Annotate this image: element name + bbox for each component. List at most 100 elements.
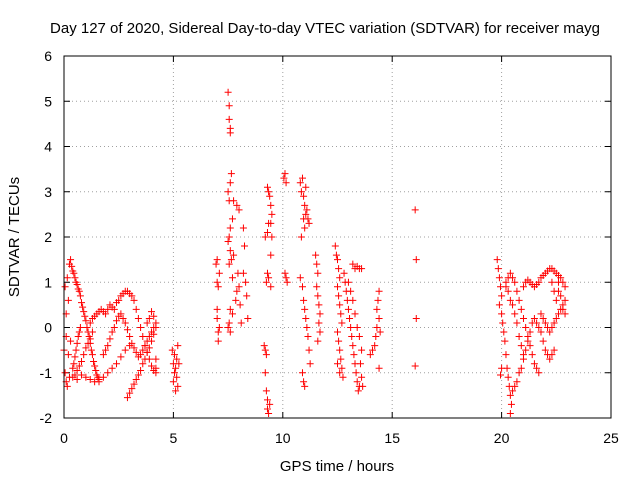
data-point bbox=[113, 317, 121, 325]
data-point bbox=[494, 265, 502, 273]
data-point bbox=[236, 301, 244, 309]
data-point bbox=[80, 308, 88, 316]
data-point bbox=[331, 242, 339, 250]
data-point bbox=[226, 179, 234, 187]
x-tick-label: 5 bbox=[170, 430, 178, 446]
data-point bbox=[73, 281, 81, 289]
data-point bbox=[552, 296, 560, 304]
y-tick-label: 0 bbox=[44, 320, 52, 336]
data-point bbox=[554, 278, 562, 286]
data-point bbox=[71, 353, 79, 361]
data-point bbox=[244, 314, 252, 322]
x-tick-labels: 0 5 10 15 20 25 bbox=[60, 430, 619, 446]
data-point bbox=[314, 269, 322, 277]
data-point bbox=[347, 287, 355, 295]
data-point bbox=[224, 238, 232, 246]
data-point bbox=[302, 210, 310, 218]
data-point bbox=[266, 192, 274, 200]
data-point bbox=[300, 192, 308, 200]
data-point bbox=[557, 274, 565, 282]
data-point bbox=[303, 206, 311, 214]
data-point bbox=[561, 296, 569, 304]
data-point bbox=[237, 319, 245, 327]
data-point bbox=[130, 344, 138, 352]
data-point bbox=[266, 400, 274, 408]
data-point bbox=[526, 328, 534, 336]
data-point bbox=[335, 292, 343, 300]
data-point bbox=[113, 360, 121, 368]
data-point bbox=[88, 351, 96, 359]
data-point bbox=[119, 314, 127, 322]
data-point bbox=[75, 362, 83, 370]
data-point bbox=[517, 364, 525, 372]
data-point bbox=[506, 269, 514, 277]
data-point bbox=[297, 233, 305, 241]
data-point bbox=[215, 269, 223, 277]
data-point bbox=[64, 296, 72, 304]
data-point bbox=[334, 283, 341, 291]
data-point bbox=[110, 324, 118, 331]
data-point bbox=[267, 219, 275, 227]
data-point bbox=[507, 400, 515, 408]
data-point bbox=[145, 344, 153, 352]
data-point bbox=[78, 357, 86, 365]
data-point bbox=[75, 287, 83, 295]
data-point bbox=[495, 274, 503, 282]
data-point bbox=[301, 224, 309, 232]
data-point bbox=[261, 233, 269, 241]
data-point bbox=[139, 360, 147, 368]
data-point bbox=[70, 360, 78, 368]
data-point bbox=[358, 265, 366, 273]
grid-lines bbox=[64, 56, 611, 418]
y-tick-labels: -2 -1 0 1 2 3 4 5 6 bbox=[40, 48, 53, 426]
data-point bbox=[504, 373, 512, 381]
y-tick-label: 1 bbox=[44, 274, 52, 290]
data-point bbox=[498, 292, 506, 300]
data-point bbox=[335, 337, 343, 345]
data-point bbox=[282, 274, 290, 282]
data-point bbox=[509, 301, 517, 309]
data-point bbox=[76, 292, 84, 300]
data-point bbox=[268, 233, 276, 241]
data-point bbox=[70, 269, 78, 277]
data-point bbox=[305, 219, 313, 227]
data-point bbox=[102, 310, 110, 318]
data-point bbox=[227, 170, 235, 178]
data-point bbox=[348, 333, 356, 341]
data-point bbox=[511, 382, 519, 390]
data-point bbox=[143, 348, 151, 356]
data-point bbox=[316, 328, 324, 336]
data-point bbox=[334, 328, 341, 336]
data-point bbox=[71, 274, 79, 282]
data-point bbox=[63, 382, 71, 390]
data-point bbox=[300, 215, 308, 223]
data-point bbox=[174, 382, 182, 390]
data-point bbox=[546, 328, 554, 336]
data-point bbox=[513, 287, 521, 295]
data-point bbox=[301, 382, 309, 390]
data-point bbox=[148, 308, 156, 316]
data-point bbox=[123, 326, 131, 334]
data-point bbox=[336, 369, 344, 377]
data-point bbox=[228, 215, 236, 223]
data-point bbox=[226, 129, 234, 137]
data-point bbox=[225, 260, 233, 268]
y-tick-label: -2 bbox=[40, 410, 53, 426]
data-point bbox=[522, 346, 530, 354]
data-point bbox=[316, 310, 324, 318]
data-point bbox=[143, 319, 151, 327]
data-point bbox=[541, 319, 549, 327]
data-point bbox=[173, 355, 181, 363]
data-point bbox=[95, 378, 103, 386]
data-point bbox=[173, 373, 181, 381]
data-point bbox=[283, 278, 291, 286]
data-point bbox=[152, 355, 160, 363]
data-point bbox=[280, 174, 288, 182]
data-point bbox=[375, 364, 383, 372]
data-point bbox=[214, 337, 222, 345]
data-point bbox=[352, 369, 360, 377]
y-tick-label: 4 bbox=[44, 139, 52, 155]
data-point bbox=[228, 310, 236, 318]
data-point bbox=[230, 251, 238, 259]
